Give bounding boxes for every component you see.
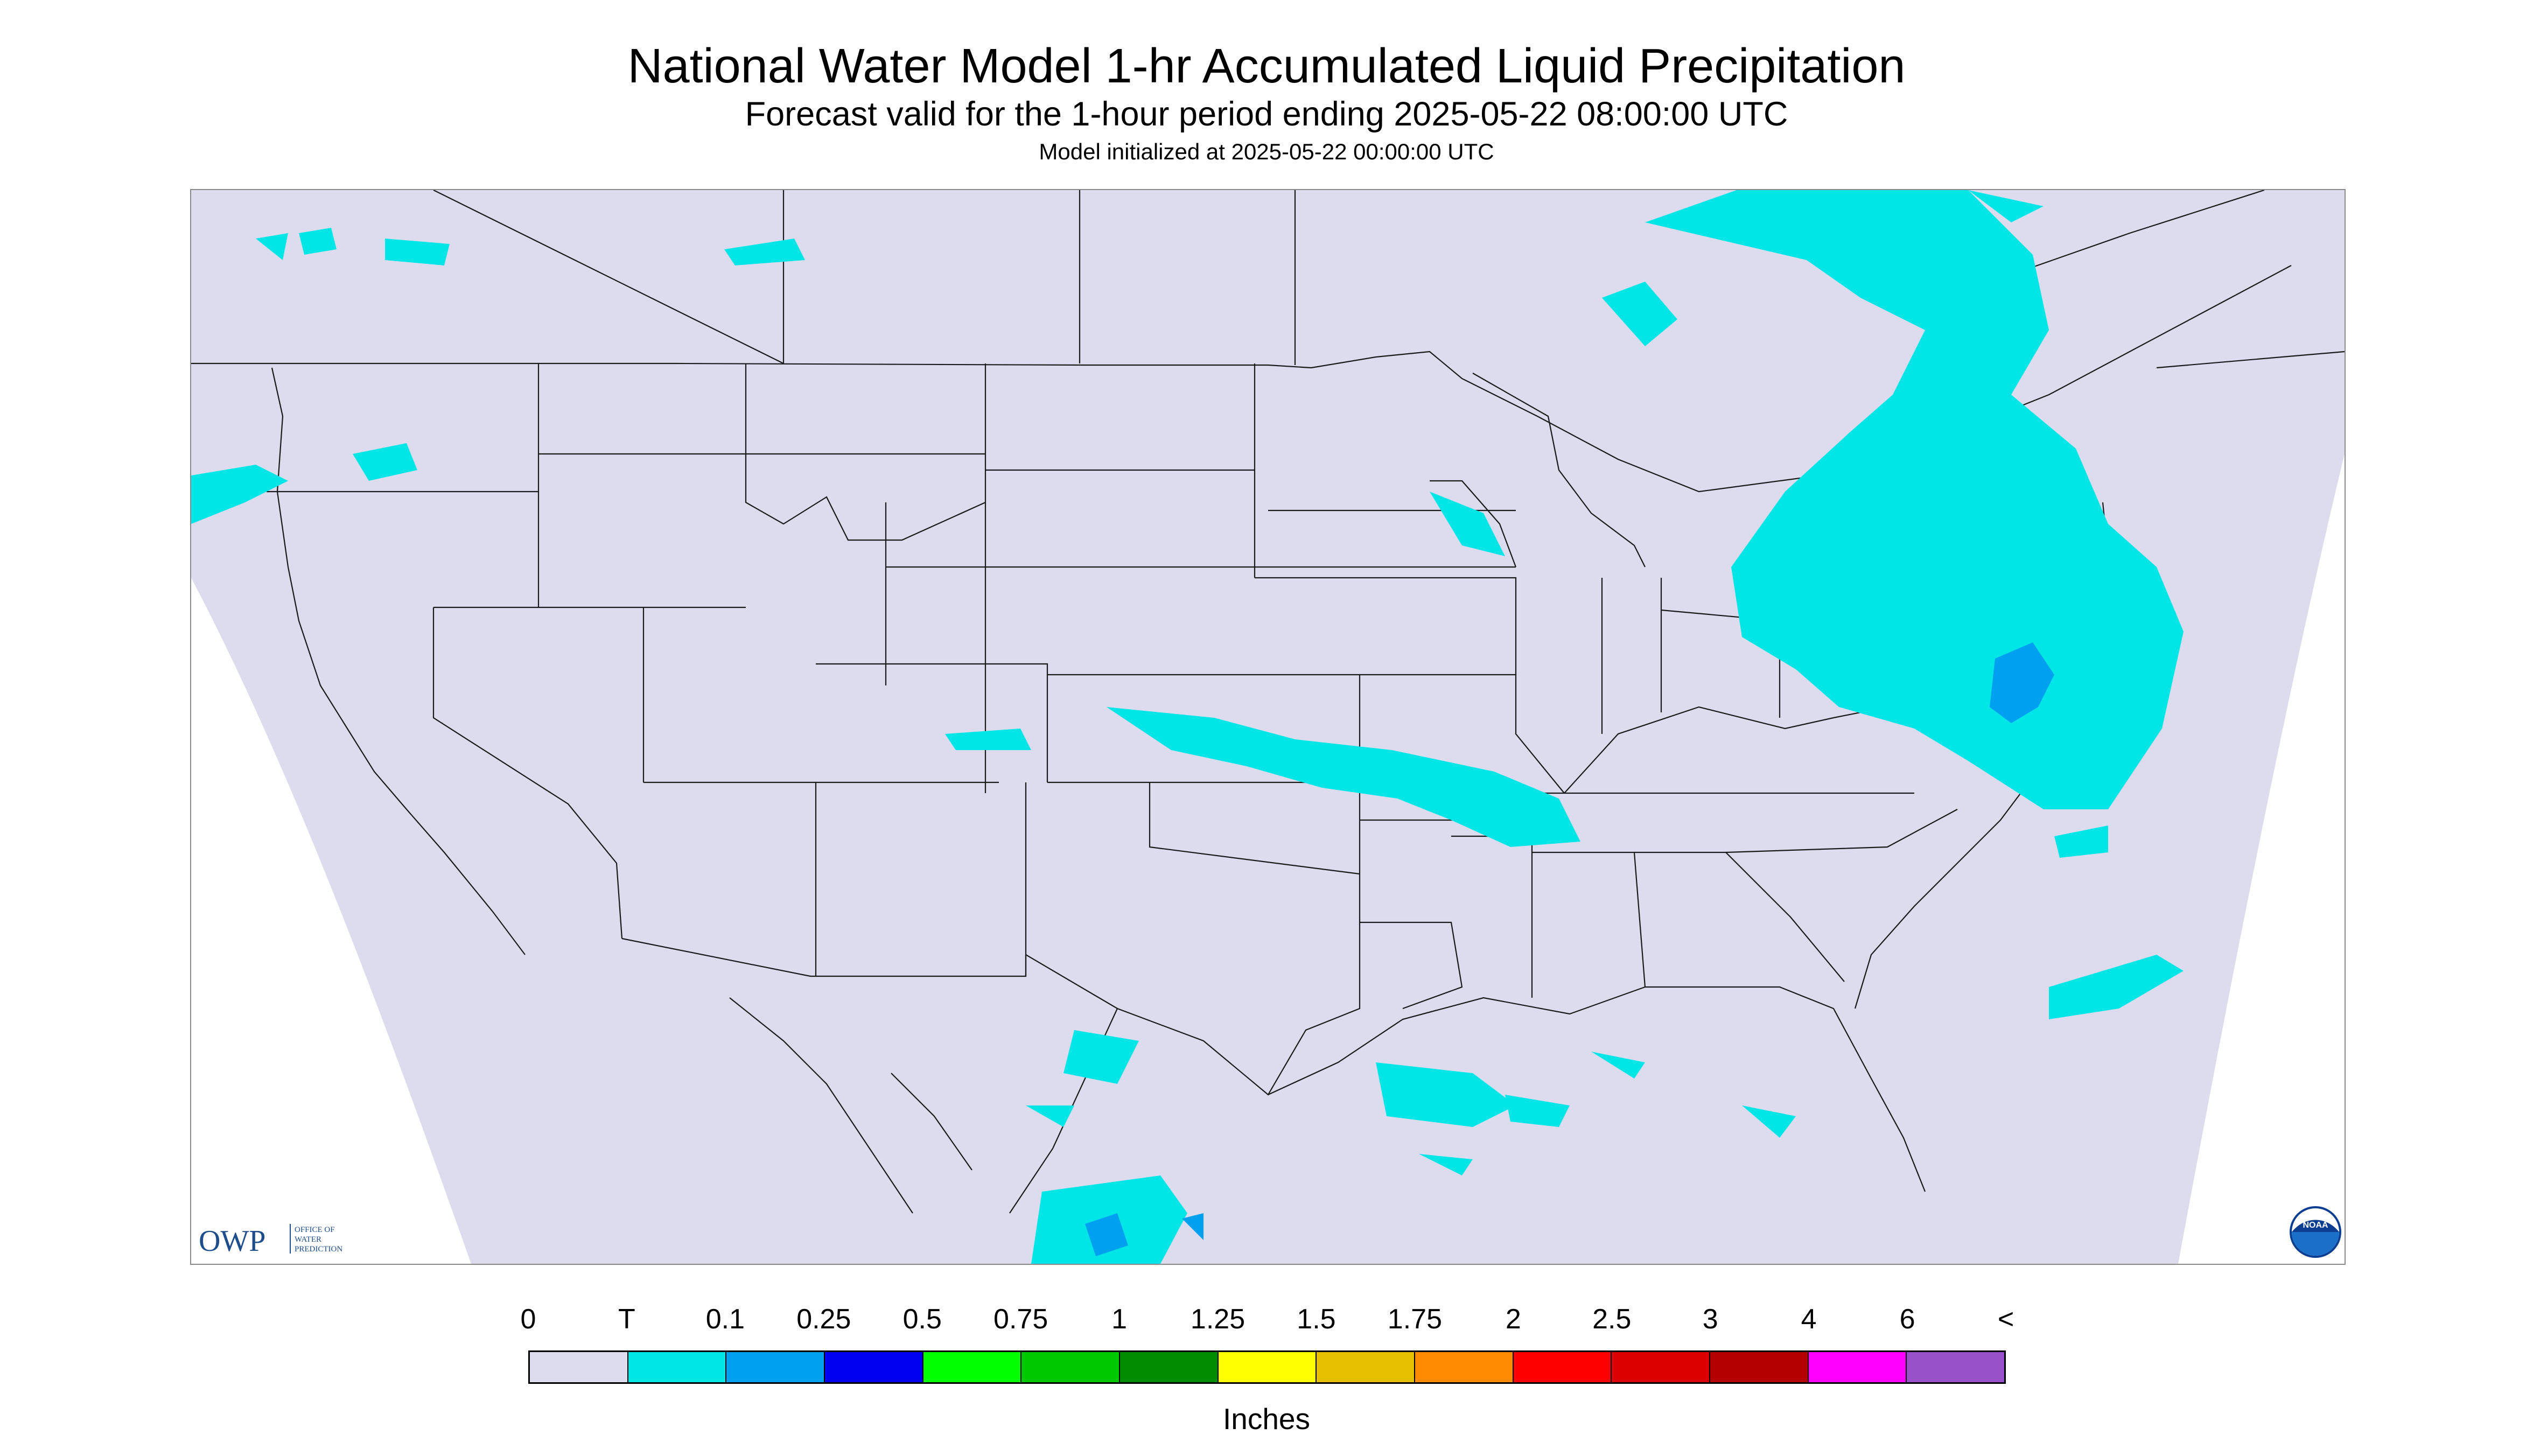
noaa-logo-text: NOAA <box>2303 1221 2328 1230</box>
legend-tick-label: 0.25 <box>796 1304 851 1335</box>
legend-bar <box>528 1350 2006 1384</box>
noaa-logo: NOAA <box>2290 1206 2341 1258</box>
page-title: National Water Model 1-hr Accumulated Li… <box>627 39 1906 93</box>
legend-tick-label: 0.75 <box>993 1304 1048 1335</box>
legend-swatch <box>1218 1352 1317 1382</box>
legend-tick-label: 1.5 <box>1297 1304 1336 1335</box>
legend-tick-label: 0.5 <box>902 1304 942 1335</box>
precipitation-map[interactable]: OWP OFFICE OF WATER PREDICTION NOAA <box>190 189 2346 1265</box>
legend-tick-label: < <box>1997 1304 2014 1335</box>
owp-logo-subtext-1: OFFICE OF <box>295 1226 335 1234</box>
legend-tick-label: 0 <box>520 1304 536 1335</box>
legend-swatch <box>726 1352 825 1382</box>
legend-tick-label: 0.1 <box>705 1304 745 1335</box>
legend-tick-label: 6 <box>1899 1304 1915 1335</box>
legend-units: Inches <box>1222 1402 1311 1436</box>
legend-swatch <box>1415 1352 1514 1382</box>
legend-tick-label: 2 <box>1505 1304 1521 1335</box>
legend-swatch <box>1021 1352 1121 1382</box>
legend-swatch <box>923 1352 1022 1382</box>
legend-swatch <box>1612 1352 1711 1382</box>
legend-tick-label: T <box>618 1304 635 1335</box>
owp-logo-text: OWP <box>199 1224 265 1258</box>
legend-tick-label: 1 <box>1111 1304 1128 1335</box>
legend-swatch <box>530 1352 628 1382</box>
legend-tick-label: 4 <box>1801 1304 1817 1335</box>
legend-swatch <box>1317 1352 1416 1382</box>
owp-logo: OWP OFFICE OF WATER PREDICTION <box>199 1224 342 1258</box>
precip-0-1-regions <box>1085 642 2054 1256</box>
owp-logo-subtext-2: WATER <box>295 1235 321 1244</box>
legend-swatch <box>628 1352 727 1382</box>
legend-swatch <box>825 1352 923 1382</box>
legend-swatch <box>1710 1352 1809 1382</box>
projection-domain <box>191 190 2345 1264</box>
legend-swatch <box>1808 1352 1907 1382</box>
precip-trace-regions <box>191 190 2184 1264</box>
legend-swatch <box>1907 1352 2005 1382</box>
legend-tick-label: 2.5 <box>1592 1304 1632 1335</box>
legend-tick-label: 3 <box>1702 1304 1718 1335</box>
legend-tick-label: 1.75 <box>1387 1304 1442 1335</box>
legend-swatch <box>1120 1352 1219 1382</box>
owp-logo-subtext-3: PREDICTION <box>295 1245 342 1254</box>
page-subtitle: Forecast valid for the 1-hour period end… <box>745 95 1788 133</box>
legend-tick-label: 1.25 <box>1190 1304 1245 1335</box>
legend-swatch <box>1513 1352 1612 1382</box>
political-boundaries <box>191 190 2345 1214</box>
model-init-line: Model initialized at 2025-05-22 00:00:00… <box>1039 139 1494 164</box>
map-canvas: OWP OFFICE OF WATER PREDICTION NOAA <box>191 190 2345 1264</box>
